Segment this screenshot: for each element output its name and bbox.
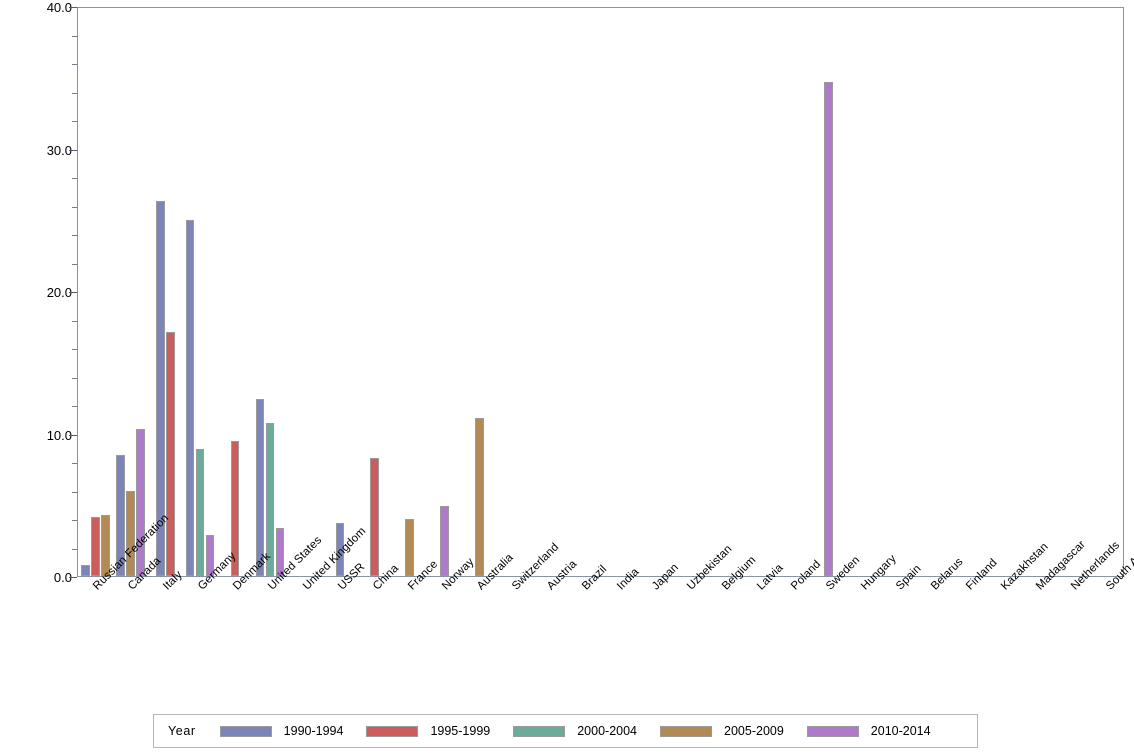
- y-axis-minor-tick: [72, 406, 77, 407]
- bar: [205, 535, 215, 576]
- bar: [265, 422, 275, 576]
- legend-entry[interactable]: 1995-1999: [366, 724, 490, 738]
- chart-legend: Year 1990-1994 1995-1999 2000-2004 2005-200…: [153, 714, 978, 748]
- y-axis-major-tick: [69, 149, 77, 151]
- y-axis-minor-tick: [72, 263, 77, 265]
- y-axis-tick-label: 30.0: [46, 142, 72, 158]
- legend-color-swatch: [366, 725, 419, 737]
- y-axis-tick-label: 10.0: [46, 427, 72, 443]
- y-axis-tick-label: 0.0: [53, 570, 72, 585]
- y-axis-minor-tick: [72, 178, 77, 179]
- y-axis-major-tick: [69, 292, 77, 293]
- y-axis-minor-tick: [72, 235, 77, 236]
- legend-color-swatch: [219, 725, 272, 737]
- bar: [405, 519, 414, 576]
- y-axis-minor-tick: [72, 349, 77, 350]
- bar: [195, 449, 205, 576]
- bar: [275, 528, 285, 576]
- y-axis-tick-label: 20.0: [46, 285, 72, 300]
- bar: [81, 564, 90, 576]
- legend-entries: 1990-1994 1995-1999 2000-2004 2005-2009 2010…: [219, 724, 954, 738]
- y-axis-minor-tick: [72, 520, 77, 521]
- legend-entry[interactable]: 2010-2014: [806, 724, 931, 738]
- y-axis-minor-tick: [72, 377, 77, 379]
- bar: [136, 428, 145, 576]
- y-axis-minor-tick: [72, 206, 77, 208]
- legend-entry[interactable]: 2000-2004: [513, 724, 637, 738]
- legend-entry[interactable]: 1990-1994: [219, 724, 344, 738]
- legend-label: 2005-2009: [724, 724, 784, 738]
- y-axis-major-tick: [69, 434, 77, 436]
- legend-label: 1990-1994: [283, 724, 344, 738]
- y-axis-tick-label: 40.0: [46, 0, 72, 15]
- legend-entry[interactable]: 2005-2009: [660, 724, 784, 738]
- legend-label: 2010-2014: [870, 724, 931, 738]
- bar: [255, 399, 265, 576]
- plot-area: [77, 7, 1124, 577]
- bar: [185, 219, 195, 576]
- legend-label: 2000-2004: [577, 724, 638, 738]
- y-axis-minor-tick: [72, 491, 77, 493]
- legend-color-swatch: [660, 725, 713, 737]
- x-axis-tick-labels: Russian Federation Canada Italy Germany Denm…: [77, 512, 1134, 698]
- bar: [166, 332, 175, 576]
- bar: [440, 506, 449, 576]
- bar: [824, 81, 833, 576]
- y-axis-major-tick: [69, 577, 77, 578]
- bar: [91, 516, 100, 576]
- y-axis-minor-tick: [72, 64, 77, 65]
- bar: [156, 201, 165, 576]
- y-axis-minor-tick: [72, 35, 77, 37]
- y-axis-minor-tick: [72, 548, 77, 550]
- bar: [101, 514, 110, 576]
- bar: [230, 440, 240, 576]
- legend-color-swatch: [513, 725, 566, 737]
- bar: [335, 523, 344, 576]
- legend-label: 1995-1999: [430, 724, 491, 738]
- bars-layer: [78, 8, 1123, 576]
- y-axis-minor-tick: [72, 463, 77, 464]
- bar: [126, 490, 135, 576]
- bar: [475, 417, 484, 576]
- y-axis-minor-tick: [72, 92, 77, 94]
- y-axis-major-tick: [69, 7, 77, 8]
- legend-title: Year: [168, 724, 196, 738]
- y-axis-minor-tick: [72, 320, 77, 322]
- legend-color-swatch: [806, 725, 859, 737]
- bar: [370, 457, 379, 576]
- bar: [116, 454, 125, 576]
- y-axis-minor-tick: [72, 121, 77, 122]
- y-axis-tick-labels: 0.0 10.0 20.0 30.0 40.0: [0, 0, 72, 756]
